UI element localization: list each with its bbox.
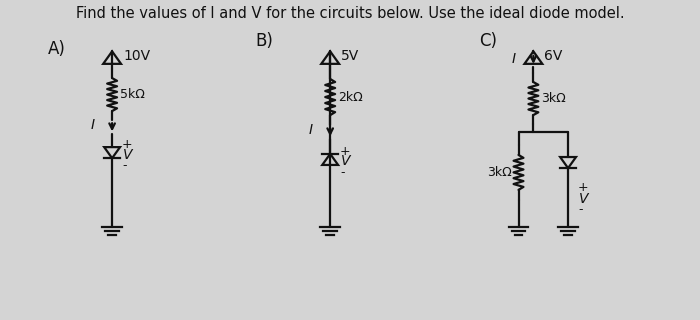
Text: B): B) <box>256 32 274 50</box>
Text: -: - <box>340 166 344 179</box>
Text: 10V: 10V <box>123 49 150 63</box>
Text: -: - <box>122 159 127 172</box>
Text: V: V <box>123 148 132 162</box>
Text: 3kΩ: 3kΩ <box>486 166 512 179</box>
Text: V: V <box>579 192 589 206</box>
Text: A): A) <box>48 40 66 58</box>
Text: 5V: 5V <box>341 49 359 63</box>
Text: C): C) <box>479 32 497 50</box>
Text: 6V: 6V <box>545 49 563 63</box>
Text: +: + <box>340 145 351 158</box>
Text: I: I <box>512 52 515 66</box>
Text: -: - <box>578 203 582 216</box>
Text: +: + <box>122 138 132 151</box>
Text: I: I <box>90 118 94 132</box>
Text: 2kΩ: 2kΩ <box>338 91 363 104</box>
Text: +: + <box>578 181 589 194</box>
Text: I: I <box>308 123 312 137</box>
Text: 3kΩ: 3kΩ <box>541 92 566 105</box>
Text: Find the values of I and V for the circuits below. Use the ideal diode model.: Find the values of I and V for the circu… <box>76 6 624 21</box>
Text: 5kΩ: 5kΩ <box>120 88 145 101</box>
Text: V: V <box>341 154 351 168</box>
